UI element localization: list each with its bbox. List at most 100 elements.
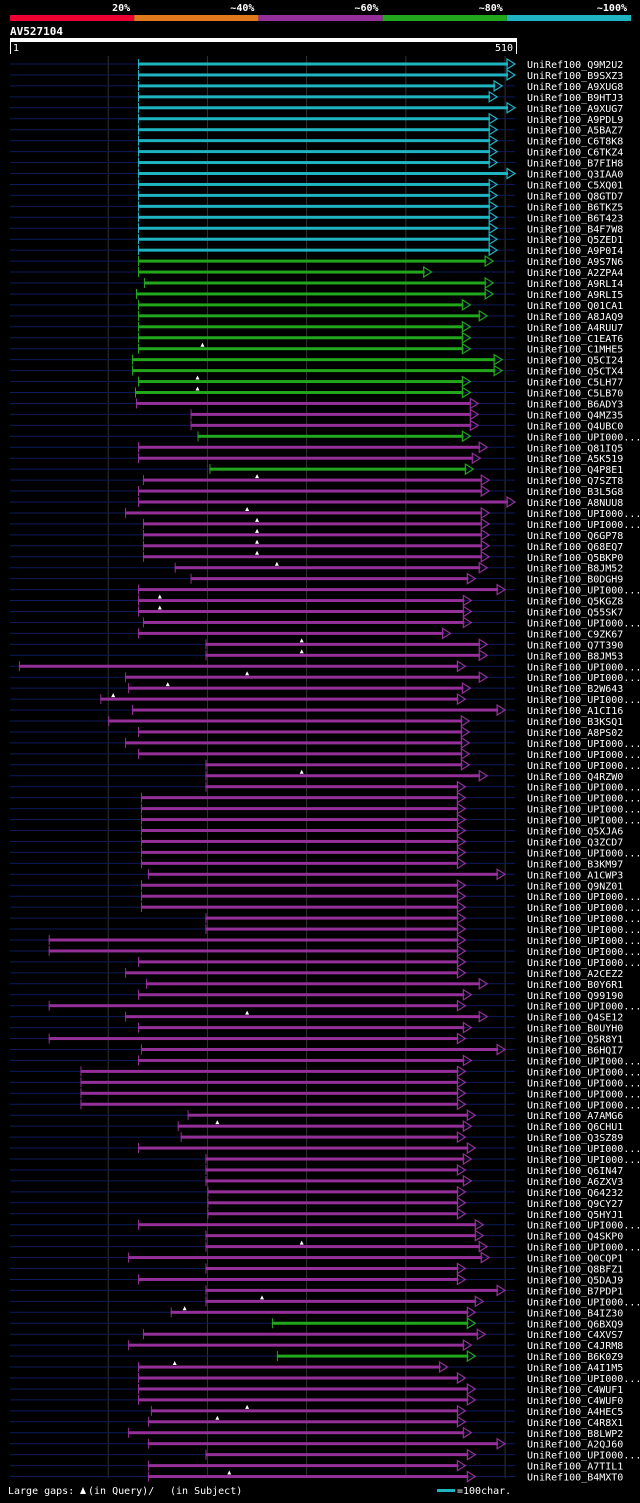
hit-bar[interactable]	[205, 1179, 465, 1183]
hit-bar[interactable]	[137, 237, 491, 241]
hit-bar[interactable]	[48, 1004, 459, 1008]
hit-bar[interactable]	[190, 412, 472, 416]
hit-bar[interactable]	[137, 445, 481, 449]
hit-bar[interactable]	[137, 161, 491, 165]
hit-bar[interactable]	[137, 1376, 459, 1380]
hit-bar[interactable]	[205, 1453, 469, 1457]
hit-bar[interactable]	[187, 1113, 469, 1117]
hit-bar[interactable]	[142, 533, 483, 537]
hit-bar[interactable]	[143, 281, 487, 285]
hit-bar[interactable]	[190, 423, 472, 427]
hit-bar[interactable]	[48, 938, 459, 942]
hit-bar[interactable]	[137, 62, 508, 66]
hit-bar[interactable]	[136, 401, 472, 405]
hit-bar[interactable]	[137, 631, 444, 635]
hit-bar[interactable]	[137, 960, 459, 964]
hit-bar[interactable]	[150, 1409, 459, 1413]
hit-bar[interactable]	[48, 949, 459, 953]
hit-bar[interactable]	[142, 522, 483, 526]
hit-bar[interactable]	[132, 369, 496, 373]
hit-bar[interactable]	[137, 752, 463, 756]
hit-bar[interactable]	[147, 1420, 459, 1424]
hit-bar[interactable]	[137, 1146, 469, 1150]
hit-bar[interactable]	[140, 861, 459, 865]
hit-bar[interactable]	[276, 1354, 469, 1358]
hit-bar[interactable]	[137, 84, 496, 88]
hit-bar[interactable]	[137, 172, 508, 175]
hit-bar[interactable]	[132, 358, 496, 362]
hit-bar[interactable]	[80, 1091, 459, 1095]
hit-bar[interactable]	[137, 193, 491, 197]
hit-bar[interactable]	[125, 511, 483, 515]
hit-bar[interactable]	[205, 642, 481, 646]
hit-bar[interactable]	[128, 1343, 465, 1347]
hit-bar[interactable]	[140, 829, 459, 832]
hit-bar[interactable]	[140, 807, 459, 811]
hit-bar[interactable]	[137, 128, 491, 132]
hit-bar[interactable]	[128, 1431, 465, 1435]
hit-bar[interactable]	[137, 248, 491, 252]
hit-bar[interactable]	[137, 73, 508, 77]
hit-bar[interactable]	[132, 708, 499, 712]
hit-bar[interactable]	[142, 1332, 479, 1336]
hit-bar[interactable]	[125, 675, 481, 679]
hit-bar[interactable]	[207, 1201, 459, 1205]
hit-bar[interactable]	[137, 139, 491, 143]
hit-bar[interactable]	[137, 336, 464, 340]
hit-bar[interactable]	[180, 1135, 459, 1139]
hit-bar[interactable]	[137, 259, 487, 263]
hit-bar[interactable]	[271, 1321, 469, 1325]
hit-bar[interactable]	[137, 226, 491, 230]
hit-bar[interactable]	[207, 1190, 459, 1194]
hit-bar[interactable]	[205, 1288, 499, 1292]
hit-bar[interactable]	[140, 894, 459, 898]
hit-bar[interactable]	[142, 555, 483, 559]
hit-bar[interactable]	[137, 380, 464, 384]
hit-bar[interactable]	[137, 314, 481, 318]
hit-bar[interactable]	[147, 1475, 469, 1479]
hit-bar[interactable]	[137, 489, 483, 493]
hit-bar[interactable]	[207, 1212, 459, 1216]
hit-bar[interactable]	[205, 653, 481, 657]
hit-bar[interactable]	[136, 292, 487, 296]
hit-bar[interactable]	[137, 1223, 477, 1227]
hit-bar[interactable]	[145, 982, 481, 986]
hit-bar[interactable]	[80, 1102, 459, 1106]
hit-bar[interactable]	[142, 478, 483, 482]
hit-bar[interactable]	[48, 1037, 459, 1041]
hit-bar[interactable]	[140, 1048, 499, 1051]
hit-bar[interactable]	[147, 1442, 499, 1446]
hit-bar[interactable]	[137, 1387, 469, 1391]
hit-bar[interactable]	[140, 839, 459, 843]
hit-bar[interactable]	[174, 566, 481, 570]
hit-bar[interactable]	[100, 697, 459, 701]
hit-bar[interactable]	[197, 434, 464, 438]
hit-bar[interactable]	[137, 270, 425, 274]
hit-bar[interactable]	[170, 1310, 469, 1314]
hit-bar[interactable]	[190, 577, 469, 581]
hit-bar[interactable]	[137, 1398, 469, 1402]
hit-bar[interactable]	[137, 347, 464, 351]
hit-bar[interactable]	[137, 182, 491, 186]
hit-bar[interactable]	[137, 106, 508, 110]
hit-bar[interactable]	[80, 1069, 459, 1073]
hit-bar[interactable]	[205, 1168, 459, 1172]
hit-bar[interactable]	[137, 325, 464, 329]
hit-bar[interactable]	[205, 1157, 465, 1161]
hit-bar[interactable]	[137, 204, 491, 208]
hit-bar[interactable]	[142, 544, 483, 548]
hit-bar[interactable]	[177, 1124, 465, 1128]
hit-bar[interactable]	[137, 993, 465, 997]
hit-bar[interactable]	[140, 883, 459, 887]
hit-bar[interactable]	[142, 620, 465, 624]
hit-bar[interactable]	[205, 774, 481, 778]
hit-bar[interactable]	[137, 150, 491, 154]
hit-bar[interactable]	[137, 456, 474, 460]
hit-bar[interactable]	[205, 927, 459, 931]
hit-bar[interactable]	[205, 1267, 459, 1270]
hit-bar[interactable]	[137, 215, 491, 219]
hit-bar[interactable]	[137, 730, 463, 734]
hit-bar[interactable]	[125, 971, 459, 975]
hit-bar[interactable]	[140, 796, 459, 800]
hit-bar[interactable]	[18, 664, 459, 668]
